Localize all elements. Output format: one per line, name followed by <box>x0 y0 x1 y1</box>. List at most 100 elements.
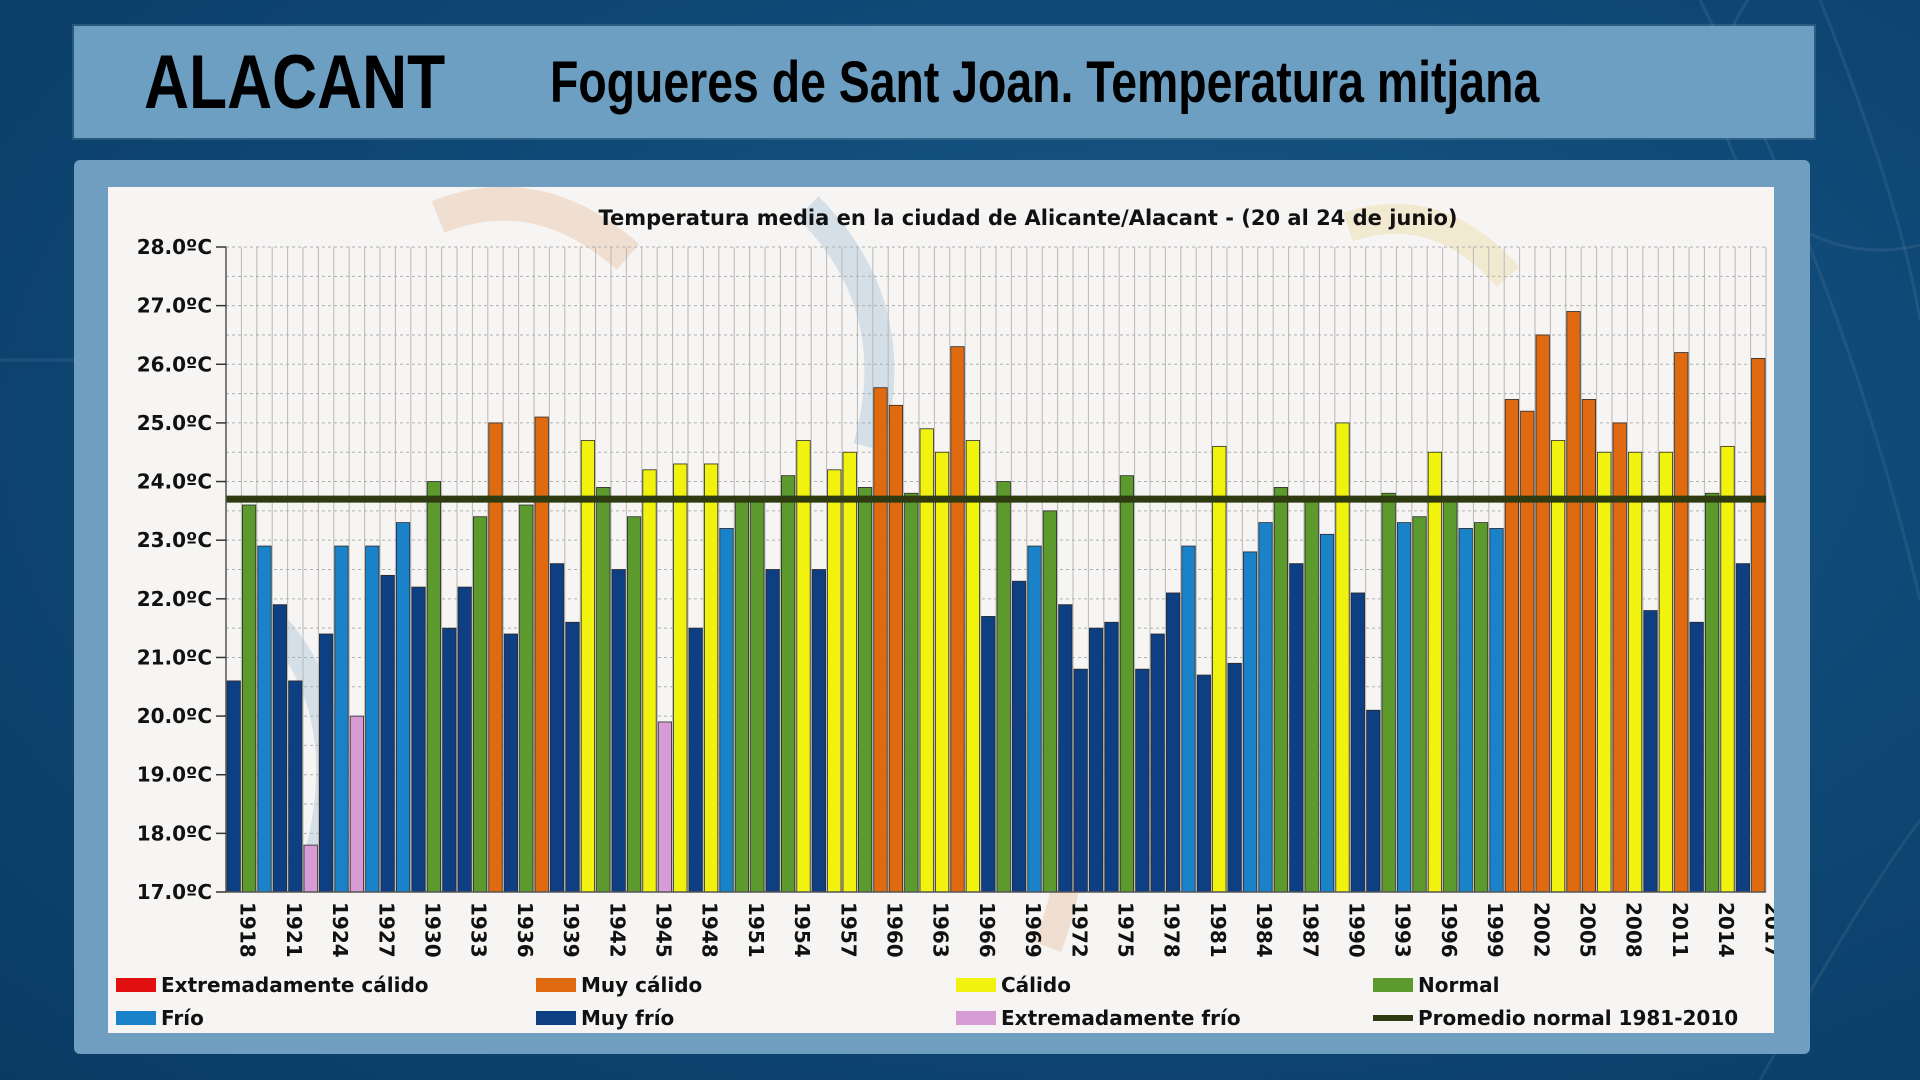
bar-1958 <box>842 451 857 893</box>
bar-1945 <box>642 469 657 893</box>
bar-1973 <box>1073 668 1088 893</box>
bar-1941 <box>580 440 596 893</box>
bar-1933 <box>457 586 472 893</box>
legend-label-average_line: Promedio normal 1981-2010 <box>1418 1006 1738 1030</box>
x-tick-label: 1996 <box>1437 902 1461 958</box>
bar-1992 <box>1366 709 1381 893</box>
bar-1960 <box>873 387 888 893</box>
bar-2017 <box>1751 358 1766 893</box>
bar-2006 <box>1581 399 1596 893</box>
legend-swatch-extremely_cold <box>956 1011 996 1025</box>
bar-1989 <box>1320 533 1335 893</box>
bar-1932 <box>442 627 457 893</box>
x-tick-label: 1918 <box>236 902 260 958</box>
legend-label-very_warm: Muy cálido <box>581 973 702 997</box>
page-subtitle: Fogueres de Sant Joan. Temperatura mitja… <box>550 49 1540 115</box>
y-tick-label: 22.0ºC <box>137 587 212 611</box>
bar-1949 <box>704 463 719 893</box>
chart-panel: 28.0ºC 27.0ºC 26.0ºC 25.0ºC 24.0ºC 23.0ºC 22.0… <box>108 187 1774 1033</box>
bar-1956 <box>811 569 827 893</box>
bar-1978 <box>1150 633 1165 893</box>
x-tick-label: 1921 <box>282 902 306 958</box>
bar-1920 <box>257 545 272 893</box>
x-tick-label: 1999 <box>1483 902 1507 958</box>
y-tick-label: 19.0ºC <box>137 763 212 787</box>
bar-1944 <box>627 516 642 893</box>
bar-1972 <box>1058 604 1073 893</box>
bar-2014 <box>1705 492 1720 893</box>
legend-label-very_cold: Muy frío <box>581 1006 674 1030</box>
bar-1986 <box>1273 487 1288 893</box>
x-tick-label: 1945 <box>652 902 676 958</box>
temperature-chart: 28.0ºC 27.0ºC 26.0ºC 25.0ºC 24.0ºC 23.0ºC 22.0… <box>116 187 1774 1030</box>
bar-1950 <box>719 528 734 893</box>
bar-1997 <box>1443 498 1458 893</box>
bar-1951 <box>734 498 750 893</box>
bar-1975 <box>1104 621 1119 893</box>
bar-2008 <box>1612 422 1627 893</box>
bar-1948 <box>688 627 703 893</box>
x-tick-label: 1942 <box>605 902 629 958</box>
bar-1927 <box>365 545 380 893</box>
x-tick-label: 1969 <box>1021 902 1045 958</box>
legend-swatch-very_cold <box>536 1011 576 1025</box>
bar-1990 <box>1335 422 1350 893</box>
x-tick-label: 2008 <box>1622 902 1646 958</box>
bar-2009 <box>1628 451 1643 893</box>
bar-1965 <box>950 346 965 893</box>
bar-2000 <box>1489 528 1504 893</box>
legend-label-extremely_cold: Extremadamente frío <box>1001 1006 1241 1030</box>
bar-1982 <box>1212 445 1227 893</box>
bar-1918 <box>226 680 241 893</box>
bar-1959 <box>858 487 873 893</box>
bar-1974 <box>1089 627 1104 893</box>
bar-1966 <box>965 440 981 893</box>
bar-2002 <box>1520 410 1535 893</box>
bar-1947 <box>673 463 688 893</box>
bar-1936 <box>503 633 519 893</box>
bar-1939 <box>549 563 565 893</box>
x-tick-label: 1954 <box>790 902 814 958</box>
bar-1964 <box>935 451 950 893</box>
title-bar: ALACANT Fogueres de Sant Joan. Temperatu… <box>74 26 1814 138</box>
y-tick-label: 25.0ºC <box>137 411 212 435</box>
bar-1957 <box>827 469 842 893</box>
bar-1998 <box>1458 528 1473 893</box>
bar-1923 <box>303 844 318 893</box>
x-tick-label: 1975 <box>1114 902 1138 958</box>
bar-1961 <box>888 404 904 893</box>
bar-1942 <box>596 487 611 893</box>
x-tick-label: 2002 <box>1529 902 1553 958</box>
x-tick-label: 1936 <box>513 902 537 958</box>
x-tick-label: 1987 <box>1298 902 1322 958</box>
bar-2013 <box>1689 621 1704 893</box>
bar-1926 <box>349 715 364 893</box>
y-tick-label: 17.0ºC <box>137 880 212 904</box>
x-tick-label: 1993 <box>1391 902 1415 958</box>
bar-1983 <box>1227 662 1242 893</box>
bar-1934 <box>472 516 488 893</box>
bar-1969 <box>1012 580 1027 893</box>
y-tick-label: 18.0ºC <box>137 821 212 845</box>
legend-swatch-extremely_warm <box>116 978 156 992</box>
bar-2010 <box>1643 610 1658 893</box>
bar-2004 <box>1551 440 1566 893</box>
bar-1995 <box>1412 516 1427 893</box>
legend-swatch-warm <box>956 978 996 992</box>
bar-1991 <box>1350 592 1365 893</box>
x-tick-label: 1957 <box>836 902 860 958</box>
x-tick-label: 2011 <box>1668 902 1692 958</box>
bar-2005 <box>1566 311 1581 893</box>
bar-2011 <box>1658 451 1673 893</box>
bar-2012 <box>1674 352 1689 893</box>
bar-2003 <box>1535 334 1550 893</box>
bar-1988 <box>1304 498 1319 893</box>
legend-swatch-cold <box>116 1011 156 1025</box>
chart-axes: 28.0ºC 27.0ºC 26.0ºC 25.0ºC 24.0ºC 23.0ºC 22.0… <box>137 235 1774 958</box>
x-tick-label: 2017 <box>1760 902 1774 958</box>
bar-1984 <box>1243 551 1258 893</box>
bar-1924 <box>318 633 334 893</box>
bar-1922 <box>288 680 303 893</box>
bar-1943 <box>611 569 626 893</box>
bar-1967 <box>981 616 996 893</box>
